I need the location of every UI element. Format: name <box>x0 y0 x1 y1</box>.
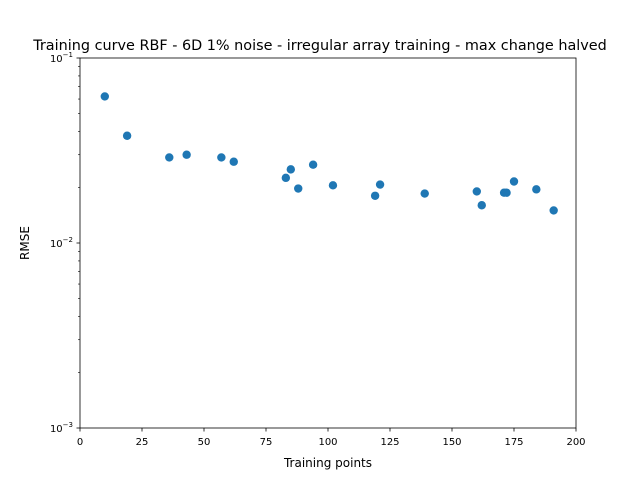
y-axis-label: RMSE <box>18 226 32 260</box>
data-point <box>229 157 238 166</box>
x-axis: 0 25 50 75 100 125 150 175 200 <box>77 428 586 448</box>
data-point <box>502 188 511 197</box>
x-tick-label: 200 <box>566 437 585 448</box>
data-point <box>217 153 226 162</box>
x-tick-label: 25 <box>136 437 149 448</box>
axes-frame <box>79 57 577 429</box>
data-point <box>328 181 338 190</box>
data-point <box>294 184 303 193</box>
y-axis: 10−3 10−2 10−1 <box>50 51 80 435</box>
data-point <box>370 191 380 200</box>
chart-title: Training curve RBF - 6D 1% noise - irreg… <box>32 38 607 54</box>
y-tick-label: 10−3 <box>50 421 73 435</box>
x-tick-label: 0 <box>77 437 83 448</box>
data-point <box>100 92 110 101</box>
x-tick-label: 100 <box>318 437 337 448</box>
plot-area <box>100 92 558 215</box>
x-tick-label: 175 <box>504 437 523 448</box>
data-point <box>420 189 429 198</box>
data-point <box>549 206 558 215</box>
x-tick-label: 150 <box>442 437 461 448</box>
x-axis-label: Training points <box>283 456 372 470</box>
y-tick-label: 10−1 <box>50 51 73 65</box>
x-tick-label: 125 <box>380 437 399 448</box>
data-point <box>477 201 486 210</box>
data-point <box>122 131 132 140</box>
data-point <box>286 165 295 174</box>
data-point <box>182 150 191 159</box>
y-tick-label: 10−2 <box>50 236 73 250</box>
data-point <box>165 153 174 162</box>
x-tick-label: 50 <box>198 437 211 448</box>
data-point <box>532 185 541 194</box>
data-point <box>281 173 291 183</box>
data-point <box>308 160 318 169</box>
x-tick-label: 75 <box>260 437 273 448</box>
data-point <box>509 177 519 186</box>
data-point <box>472 187 481 196</box>
data-point <box>375 180 385 189</box>
